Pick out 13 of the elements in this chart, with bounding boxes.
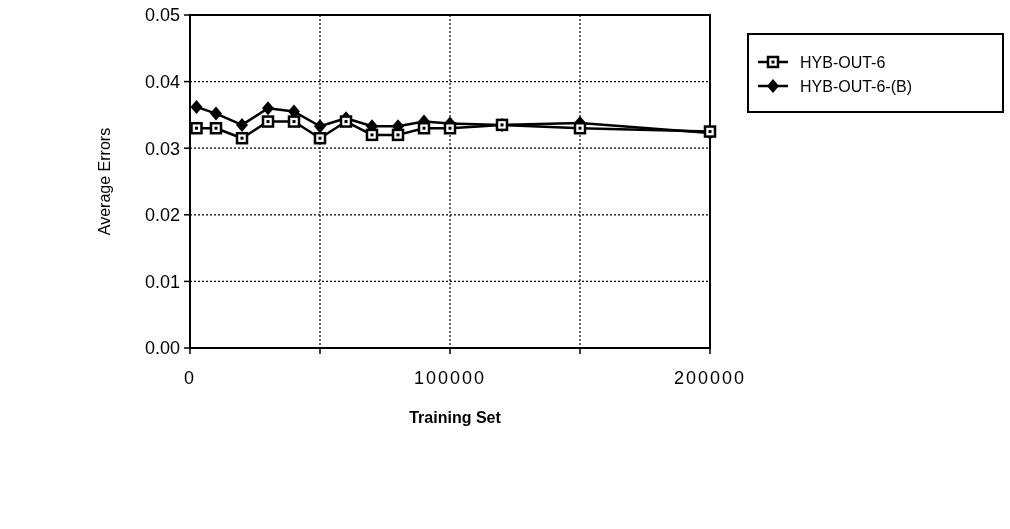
x-tick-label: 0 xyxy=(183,368,197,388)
y-tick-label: 0.00 xyxy=(144,338,180,359)
y-tick-label: 0.02 xyxy=(144,205,180,226)
x-tick-label: 100000 xyxy=(413,368,487,388)
x-axis-title: Training Set xyxy=(409,409,502,426)
y-tick-label: 0.01 xyxy=(144,271,180,292)
y-tick-label: 0.04 xyxy=(144,71,180,92)
legend-label: HYB-OUT-6 xyxy=(800,53,886,71)
y-tick-label: 0.03 xyxy=(144,138,180,159)
x-tick-label: 200000 xyxy=(673,368,747,388)
y-axis-title: Average Errors xyxy=(96,127,113,236)
legend-label: HYB-OUT-6-(B) xyxy=(800,77,912,95)
y-tick-label: 0.05 xyxy=(144,5,180,26)
